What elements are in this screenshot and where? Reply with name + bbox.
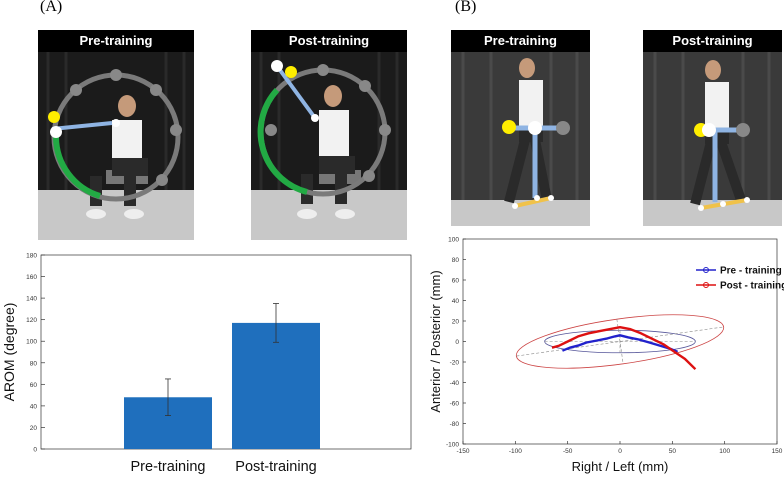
legend-label: Pre - training — [720, 266, 782, 277]
bar-chart: 0 20 40 60 80 100 120 140 160 180 AROM (degree) Pre… — [0, 244, 420, 478]
photo-b-pre-image — [451, 30, 590, 226]
photo-a-pre-image — [38, 30, 194, 240]
x-tick-label: Pre-training — [131, 459, 206, 475]
photo-a-post: Post-training — [251, 30, 407, 240]
panel-label-b: (B) — [455, 0, 477, 15]
y-tick-label: 60 — [30, 382, 38, 389]
y-tick-label: -60 — [450, 401, 460, 408]
photo-title: Post-training — [643, 30, 782, 52]
bar-chart-svg: 0 20 40 60 80 100 120 140 160 180 AROM (degree) Pre… — [1, 253, 412, 475]
y-tick-label: 100 — [448, 237, 459, 244]
legend-label: Post - training — [720, 281, 784, 292]
x-tick-label: -50 — [563, 448, 573, 455]
y-axis-label: Anterior / Posterior (mm) — [428, 270, 443, 412]
series-line — [561, 334, 679, 353]
y-axis-label: AROM (degree) — [1, 303, 17, 402]
x-axis-label: Right / Left (mm) — [572, 459, 669, 474]
y-tick-label: 140 — [26, 296, 37, 303]
y-tick-label: 160 — [26, 274, 37, 281]
bar — [232, 322, 320, 449]
x-tick-label: 50 — [669, 448, 677, 455]
y-tick-label: 120 — [26, 317, 37, 324]
y-tick-label: 80 — [452, 257, 460, 264]
photo-title: Pre-training — [451, 30, 590, 52]
legend-marker — [703, 267, 709, 273]
legend-marker — [703, 282, 709, 288]
photo-b-pre: Pre-training — [451, 30, 590, 226]
y-tick-label: -80 — [450, 421, 460, 428]
y-tick-label: -20 — [450, 360, 460, 367]
y-tick-label: -100 — [446, 442, 459, 449]
x-tick-label: 150 — [772, 448, 783, 455]
photo-a-post-image — [251, 30, 407, 240]
series-line — [551, 325, 697, 371]
trajectory-chart: -150 -100 -50 0 50 100 150 -100 -80 -60 -40 -20 0 20 4… — [420, 230, 784, 478]
y-tick-label: -40 — [450, 380, 460, 387]
plot-frame — [40, 254, 412, 450]
x-tick-label: -100 — [509, 448, 522, 455]
panel-label-a: (A) — [40, 0, 63, 15]
photo-b-post-image — [643, 30, 782, 226]
trajectory-chart-svg: -150 -100 -50 0 50 100 150-100-80-60-40-200204… — [428, 237, 784, 475]
x-tick-label: 100 — [719, 448, 730, 455]
photo-a-pre: Pre-training — [38, 30, 194, 240]
x-tick-label: Post-training — [235, 459, 316, 475]
y-tick-label: 180 — [26, 253, 37, 260]
y-tick-label: 40 — [452, 298, 460, 305]
photo-b-post: Post-training — [643, 30, 782, 226]
photo-title: Post-training — [251, 30, 407, 52]
y-tick-label: 20 — [452, 319, 460, 326]
y-tick-label: 60 — [452, 278, 460, 285]
y-tick-label: 0 — [33, 447, 37, 454]
photo-title: Pre-training — [38, 30, 194, 52]
y-tick-label: 0 — [455, 339, 459, 346]
x-tick-label: 0 — [618, 448, 622, 455]
y-tick-label: 80 — [30, 360, 38, 367]
x-tick-label: -150 — [456, 448, 469, 455]
y-tick-label: 20 — [30, 425, 38, 432]
y-tick-label: 100 — [26, 339, 37, 346]
y-tick-label: 40 — [30, 403, 38, 410]
